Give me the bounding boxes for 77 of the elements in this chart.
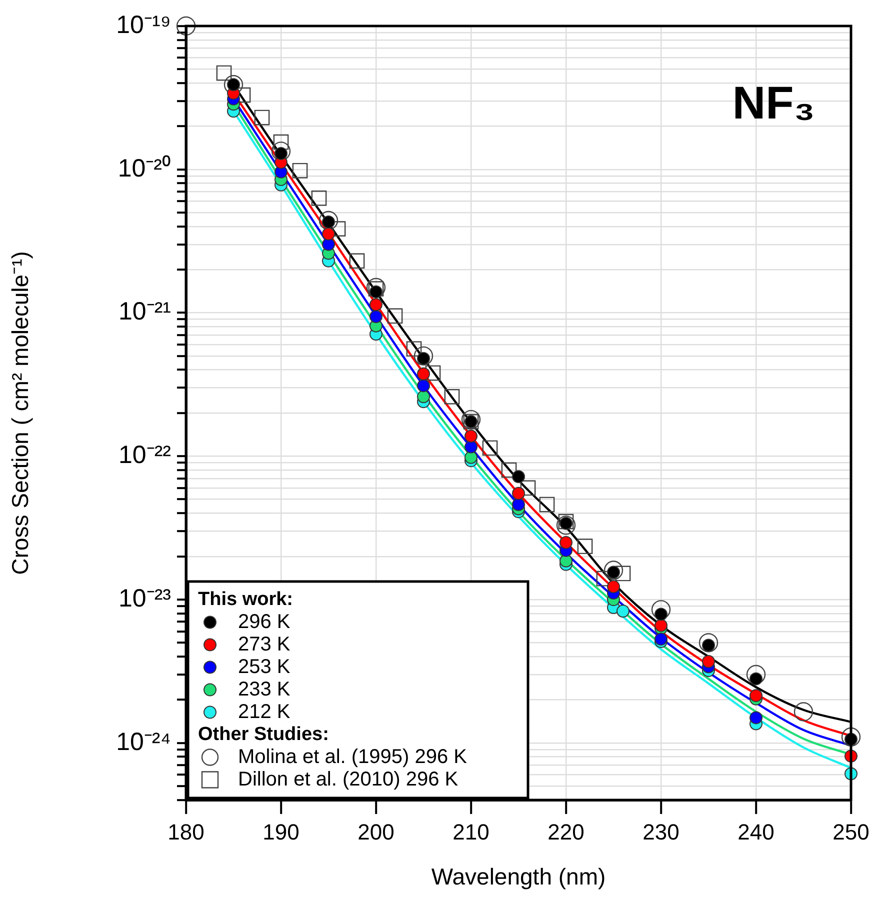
point — [750, 711, 762, 724]
point — [539, 496, 555, 512]
x-tick-label: 250 — [832, 819, 870, 844]
point — [464, 430, 478, 443]
point — [387, 308, 403, 324]
point — [577, 538, 593, 554]
y-tick-label: 10⁻²³ — [118, 584, 171, 612]
point — [176, 16, 196, 36]
point — [482, 440, 498, 456]
annotation: NF₃ — [732, 76, 815, 129]
legend-label: 296 K — [238, 610, 291, 633]
point — [254, 110, 270, 126]
point — [216, 65, 232, 81]
point — [512, 498, 525, 512]
point — [271, 142, 291, 161]
point — [750, 689, 762, 702]
x-tick-label: 240 — [738, 819, 774, 844]
point — [406, 341, 422, 357]
point — [794, 702, 814, 722]
point — [604, 560, 624, 580]
point — [607, 580, 620, 594]
point — [560, 536, 572, 549]
x-tick-label: 210 — [452, 819, 490, 844]
point — [702, 654, 715, 668]
x-tick-label: 200 — [358, 819, 394, 844]
y-axis-title: Cross Section ( cm² molecule⁻¹) — [7, 251, 34, 575]
point — [520, 480, 536, 496]
point — [370, 298, 382, 312]
point — [615, 566, 631, 582]
legend-label: 212 K — [238, 700, 291, 723]
point — [461, 410, 481, 430]
legend-label: 273 K — [238, 633, 291, 656]
point — [417, 367, 430, 380]
point — [698, 633, 718, 652]
y-tick-label: 10⁻²⁰ — [118, 154, 171, 182]
point — [311, 190, 327, 206]
point — [444, 388, 460, 404]
point — [273, 134, 289, 150]
point — [366, 278, 386, 298]
point — [417, 390, 430, 404]
point — [616, 604, 630, 618]
point — [501, 462, 517, 478]
point — [560, 554, 572, 568]
point — [512, 470, 525, 484]
point — [464, 450, 478, 464]
legend-label: 233 K — [238, 678, 291, 700]
point — [512, 486, 525, 500]
point — [654, 618, 668, 632]
point — [841, 727, 861, 747]
legend-label: Dillon et al. (2010) 296 K — [238, 768, 459, 790]
y-tick-label: 10⁻¹⁹ — [116, 10, 171, 39]
point — [322, 227, 335, 240]
point — [318, 210, 338, 230]
x-axis-title: Wavelength (nm) — [431, 864, 606, 890]
x-tick-label: 190 — [262, 819, 300, 844]
x-tick-label: 180 — [168, 819, 204, 844]
point — [746, 664, 766, 684]
point — [651, 600, 671, 620]
point — [370, 310, 382, 324]
legend-label: Molina et al. (1995) 296 K — [238, 746, 468, 768]
x-tick-label: 220 — [548, 819, 584, 844]
point — [292, 162, 308, 178]
y-tick-label: 10⁻²² — [118, 441, 171, 470]
point — [349, 253, 365, 269]
annotation: Other Studies: — [198, 724, 329, 745]
point — [322, 238, 335, 251]
y-tick-label: 10⁻²¹ — [118, 298, 171, 326]
point — [556, 516, 576, 535]
point — [417, 379, 430, 392]
point — [425, 365, 441, 381]
y-tick-label: 10⁻²⁴ — [116, 728, 171, 756]
legend-label: 253 K — [238, 656, 291, 678]
legend-title: This work: — [198, 588, 294, 610]
point — [414, 346, 434, 366]
point — [596, 570, 612, 586]
x-tick-label: 230 — [642, 819, 680, 844]
point — [464, 440, 478, 454]
